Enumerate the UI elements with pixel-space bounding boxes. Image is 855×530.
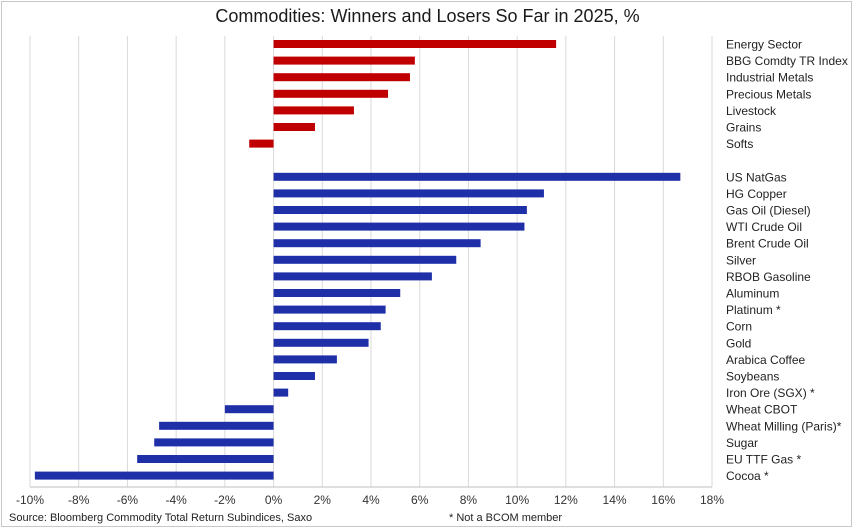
category-label: Silver xyxy=(726,253,756,267)
category-label: Corn xyxy=(726,320,752,334)
category-label: Wheat CBOT xyxy=(726,403,798,417)
category-label: BBG Comdty TR Index xyxy=(726,54,848,68)
x-tick-label: 8% xyxy=(460,493,478,507)
category-label: Soybeans xyxy=(726,370,779,384)
bar xyxy=(273,123,315,131)
category-label: Arabica Coffee xyxy=(726,353,805,367)
category-label: Brent Crude Oil xyxy=(726,237,809,251)
category-label: US NatGas xyxy=(726,170,787,184)
category-label: Livestock xyxy=(726,104,777,118)
bar xyxy=(249,139,274,148)
bar xyxy=(154,438,274,447)
x-tick-label: 10% xyxy=(505,493,529,507)
category-label: Gold xyxy=(726,336,751,350)
x-tick-label: -10% xyxy=(16,493,44,507)
category-label: Grains xyxy=(726,121,761,135)
x-tick-label: 12% xyxy=(554,493,578,507)
bar xyxy=(273,206,527,214)
source-note: Source: Bloomberg Commodity Total Return… xyxy=(9,512,313,524)
bar xyxy=(273,56,415,65)
bar xyxy=(273,106,354,115)
bar xyxy=(137,455,274,463)
x-tick-label: 2% xyxy=(314,493,332,507)
category-label: WTI Crude Oil xyxy=(726,220,802,234)
bar xyxy=(273,355,337,364)
bar xyxy=(273,222,525,231)
x-tick-label: -4% xyxy=(165,493,187,507)
category-label: Iron Ore (SGX) * xyxy=(726,386,815,400)
x-tick-label: 4% xyxy=(362,493,380,507)
bar xyxy=(273,388,289,397)
category-label: Wheat Milling (Paris)* xyxy=(726,419,842,433)
x-tick-label: -2% xyxy=(214,493,236,507)
x-tick-label: -8% xyxy=(68,493,90,507)
category-label: Gas Oil (Diesel) xyxy=(726,204,811,218)
bar xyxy=(273,305,386,314)
category-label: Precious Metals xyxy=(726,87,811,101)
category-label: Aluminum xyxy=(726,287,779,301)
x-tick-label: 14% xyxy=(603,493,627,507)
bar xyxy=(273,239,481,248)
bar xyxy=(273,338,369,347)
category-label: Cocoa * xyxy=(726,469,769,483)
bar xyxy=(273,289,401,297)
bar xyxy=(159,421,274,430)
bar xyxy=(273,40,557,48)
x-tick-label: -6% xyxy=(117,493,139,507)
bar xyxy=(273,322,381,331)
category-label: Industrial Metals xyxy=(726,71,813,85)
chart-title: Commodities: Winners and Losers So Far i… xyxy=(215,6,640,26)
category-label: HG Copper xyxy=(726,187,787,201)
x-tick-label: 18% xyxy=(700,493,724,507)
category-label: RBOB Gasoline xyxy=(726,270,811,284)
x-tick-label: 0% xyxy=(265,493,283,507)
bar xyxy=(34,471,274,480)
category-label: EU TTF Gas * xyxy=(726,453,801,467)
bar xyxy=(273,73,410,82)
bar xyxy=(273,272,432,281)
category-label: Energy Sector xyxy=(726,38,802,52)
bar xyxy=(273,189,544,198)
bar xyxy=(273,255,457,264)
bar xyxy=(273,89,389,98)
category-label: Sugar xyxy=(726,436,758,450)
membership-note: * Not a BCOM member xyxy=(449,512,563,524)
x-tick-label: 16% xyxy=(651,493,675,507)
category-label: Softs xyxy=(726,137,753,151)
x-tick-label: 6% xyxy=(411,493,429,507)
category-label: Platinum * xyxy=(726,303,781,317)
bar xyxy=(273,372,315,380)
bar xyxy=(273,172,681,181)
bar xyxy=(224,405,274,414)
